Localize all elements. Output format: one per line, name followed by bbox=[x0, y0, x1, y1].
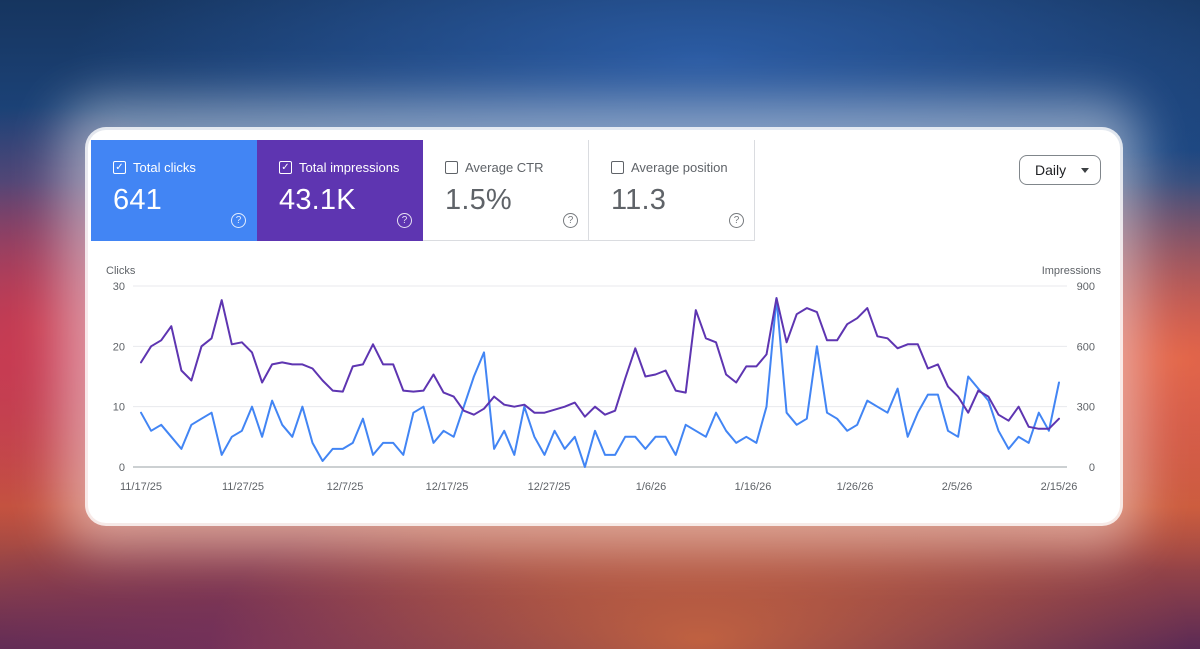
left-axis-tick-label: 20 bbox=[113, 341, 125, 353]
x-axis-tick-label: 12/27/25 bbox=[528, 481, 571, 493]
period-dropdown-value: Daily bbox=[1035, 162, 1067, 178]
checkbox-unchecked-icon[interactable] bbox=[611, 161, 624, 174]
performance-card: ✓ Total clicks 641 ? ✓ Total impressions… bbox=[88, 130, 1120, 523]
metric-total-clicks[interactable]: ✓ Total clicks 641 ? bbox=[91, 140, 257, 241]
metric-label: Total impressions bbox=[299, 160, 400, 175]
help-icon[interactable]: ? bbox=[563, 213, 578, 228]
x-axis-tick-label: 1/6/26 bbox=[636, 481, 667, 493]
right-axis-title: Impressions bbox=[1042, 265, 1102, 277]
x-axis-tick-label: 11/17/25 bbox=[120, 481, 162, 493]
caret-down-icon bbox=[1081, 168, 1089, 173]
checkbox-checked-icon[interactable]: ✓ bbox=[113, 161, 126, 174]
right-axis-tick-label: 600 bbox=[1077, 341, 1095, 353]
metric-label: Average position bbox=[631, 160, 728, 175]
metric-label: Total clicks bbox=[133, 160, 196, 175]
performance-chart: 0 0 10 300 20 600 30 900 Clicks Impressions 11/17/… bbox=[106, 265, 1102, 493]
help-icon[interactable]: ? bbox=[729, 213, 744, 228]
metric-tabs: ✓ Total clicks 641 ? ✓ Total impressions… bbox=[91, 140, 755, 241]
left-axis-tick-label: 0 bbox=[119, 462, 125, 474]
metric-average-ctr[interactable]: Average CTR 1.5% ? bbox=[423, 140, 589, 241]
metric-value: 11.3 bbox=[611, 184, 667, 216]
x-axis-tick-label: 12/17/25 bbox=[426, 481, 469, 493]
x-axis-tick-label: 2/5/26 bbox=[942, 481, 973, 493]
x-axis-tick-label: 1/16/26 bbox=[735, 481, 772, 493]
metric-average-position[interactable]: Average position 11.3 ? bbox=[589, 140, 755, 241]
left-axis-tick-label: 10 bbox=[113, 402, 125, 414]
help-icon[interactable]: ? bbox=[397, 213, 412, 228]
checkbox-checked-icon[interactable]: ✓ bbox=[279, 161, 292, 174]
metric-label: Average CTR bbox=[465, 160, 544, 175]
metric-total-impressions[interactable]: ✓ Total impressions 43.1K ? bbox=[257, 140, 423, 241]
x-axis-tick-label: 11/27/25 bbox=[222, 481, 264, 493]
x-axis-tick-label: 2/15/26 bbox=[1041, 481, 1078, 493]
right-axis-tick-label: 300 bbox=[1077, 402, 1095, 414]
metric-value: 641 bbox=[113, 184, 162, 216]
x-axis-tick-label: 12/7/25 bbox=[327, 481, 364, 493]
right-axis-tick-label: 0 bbox=[1089, 462, 1095, 474]
right-axis-tick-label: 900 bbox=[1077, 281, 1095, 293]
impressions-series-line bbox=[140, 297, 1060, 430]
left-axis-title: Clicks bbox=[106, 265, 136, 277]
metric-value: 43.1K bbox=[279, 184, 356, 216]
help-icon[interactable]: ? bbox=[231, 213, 246, 228]
period-dropdown[interactable]: Daily bbox=[1019, 155, 1101, 185]
clicks-series-line bbox=[140, 297, 1060, 468]
checkbox-unchecked-icon[interactable] bbox=[445, 161, 458, 174]
metric-value: 1.5% bbox=[445, 184, 512, 216]
left-axis-tick-label: 30 bbox=[113, 281, 125, 293]
x-axis-tick-label: 1/26/26 bbox=[837, 481, 874, 493]
